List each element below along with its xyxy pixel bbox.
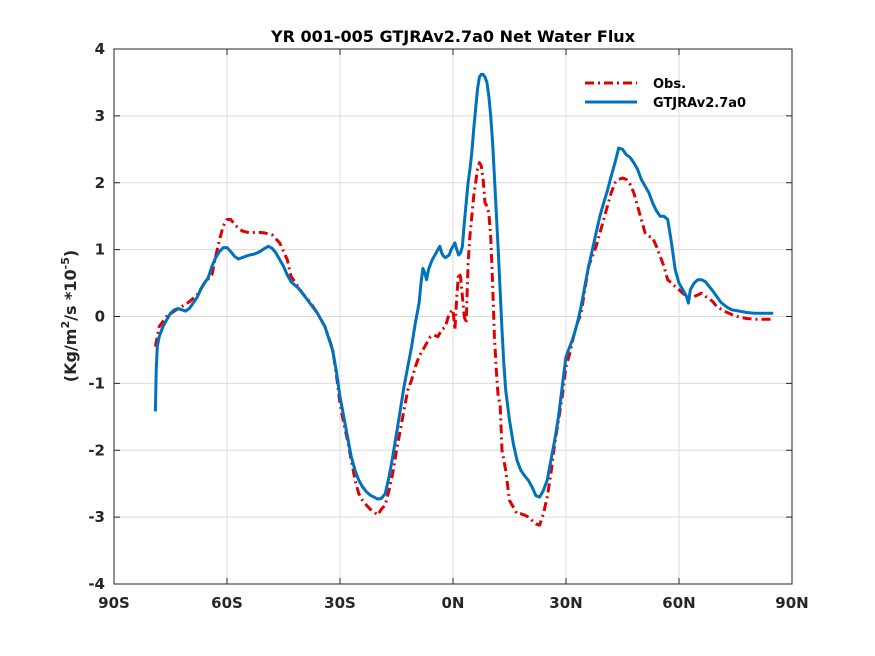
legend-label-obs: Obs. <box>653 77 686 92</box>
x-tick-label: 30N <box>549 594 582 612</box>
x-tick-label: 0N <box>442 594 465 612</box>
y-tick-label: -1 <box>88 374 105 392</box>
x-tick-label: 90N <box>775 594 808 612</box>
series-line-model <box>153 72 774 501</box>
y-tick-label: 4 <box>95 40 105 58</box>
y-tick-label: -2 <box>88 441 105 459</box>
y-tick-label: 2 <box>95 174 105 192</box>
y-tick-label: 1 <box>95 241 105 259</box>
x-tick-label: 60S <box>211 594 243 612</box>
chart-title: YR 001-005 GTJRAv2.7a0 Net Water Flux <box>270 27 636 46</box>
x-tick-label: 90S <box>98 594 130 612</box>
ticks: 90S 60S 30S 0N 30N 60N 90N -4 -3 -2 -1 0 1 2 3 4 <box>88 40 808 612</box>
x-tick-label: 30S <box>324 594 356 612</box>
y-tick-label: 3 <box>95 107 105 125</box>
plot-lines <box>153 72 774 527</box>
y-tick-label: -4 <box>88 575 105 593</box>
y-tick-label: 0 <box>95 308 105 326</box>
legend-label-model: GTJRAv2.7a0 <box>653 96 746 111</box>
y-axis-label: (Kg/m2/s *10-5) <box>59 250 80 382</box>
y-tick-label: -3 <box>88 508 105 526</box>
x-tick-label: 60N <box>662 594 695 612</box>
legend: Obs. GTJRAv2.7a0 <box>585 77 746 111</box>
